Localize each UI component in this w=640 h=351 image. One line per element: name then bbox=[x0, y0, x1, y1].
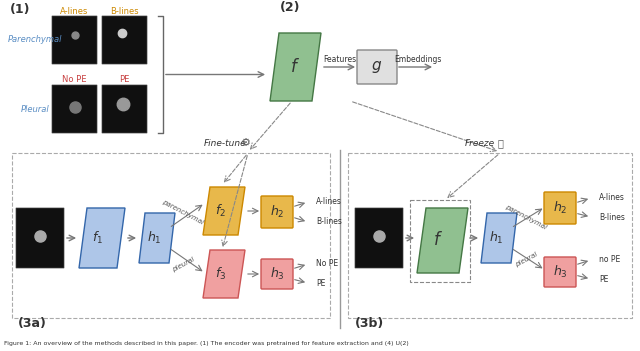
Text: pleural: pleural bbox=[514, 252, 538, 269]
Text: $g$: $g$ bbox=[371, 59, 383, 75]
Text: $h_3$: $h_3$ bbox=[269, 266, 284, 282]
Text: No PE: No PE bbox=[316, 259, 338, 269]
Text: $f_2$: $f_2$ bbox=[216, 203, 227, 219]
Text: PE: PE bbox=[119, 75, 130, 85]
Text: B-lines: B-lines bbox=[316, 218, 342, 226]
Text: no PE: no PE bbox=[599, 256, 620, 265]
Text: Parenchymal: Parenchymal bbox=[8, 35, 62, 45]
FancyBboxPatch shape bbox=[52, 85, 97, 133]
FancyBboxPatch shape bbox=[52, 16, 97, 64]
Text: Freeze: Freeze bbox=[465, 139, 495, 147]
Text: Features: Features bbox=[323, 55, 356, 65]
Polygon shape bbox=[203, 250, 245, 298]
Text: parenchymal: parenchymal bbox=[504, 204, 548, 231]
Polygon shape bbox=[203, 187, 245, 235]
FancyBboxPatch shape bbox=[16, 208, 64, 268]
Text: (3b): (3b) bbox=[355, 317, 384, 330]
Text: $h_3$: $h_3$ bbox=[552, 264, 568, 280]
Text: ⚙: ⚙ bbox=[241, 138, 251, 148]
FancyBboxPatch shape bbox=[357, 50, 397, 84]
Text: A-lines: A-lines bbox=[599, 193, 625, 203]
Text: (2): (2) bbox=[280, 1, 301, 14]
Text: $f_1$: $f_1$ bbox=[92, 230, 104, 246]
Text: (1): (1) bbox=[10, 4, 31, 16]
FancyBboxPatch shape bbox=[102, 16, 147, 64]
Polygon shape bbox=[79, 208, 125, 268]
Text: $f$: $f$ bbox=[290, 58, 300, 76]
Text: 🔒: 🔒 bbox=[497, 138, 503, 148]
Text: $f_3$: $f_3$ bbox=[216, 266, 227, 282]
Text: Pleural: Pleural bbox=[20, 105, 49, 113]
Polygon shape bbox=[417, 208, 468, 273]
Text: PE: PE bbox=[316, 278, 325, 287]
FancyBboxPatch shape bbox=[261, 259, 293, 289]
FancyBboxPatch shape bbox=[355, 208, 403, 268]
Text: PE: PE bbox=[599, 274, 609, 284]
Text: A-lines: A-lines bbox=[316, 198, 342, 206]
Text: $f$: $f$ bbox=[433, 231, 443, 249]
Text: $h_1$: $h_1$ bbox=[489, 230, 503, 246]
Text: Fine-tune: Fine-tune bbox=[204, 139, 246, 147]
Text: $h_2$: $h_2$ bbox=[269, 204, 284, 220]
Polygon shape bbox=[139, 213, 175, 263]
Text: B-lines: B-lines bbox=[110, 7, 139, 15]
Polygon shape bbox=[481, 213, 517, 263]
FancyBboxPatch shape bbox=[544, 257, 576, 287]
Polygon shape bbox=[270, 33, 321, 101]
Text: Figure 1: An overview of the methods described in this paper. (1) The encoder wa: Figure 1: An overview of the methods des… bbox=[4, 342, 409, 346]
Text: A-lines: A-lines bbox=[60, 7, 89, 15]
Text: $h_2$: $h_2$ bbox=[553, 200, 567, 216]
Text: parenchymal: parenchymal bbox=[161, 199, 205, 225]
FancyBboxPatch shape bbox=[102, 85, 147, 133]
Text: (3a): (3a) bbox=[18, 317, 47, 330]
Text: $h_1$: $h_1$ bbox=[147, 230, 161, 246]
Text: pleural: pleural bbox=[171, 257, 195, 273]
FancyBboxPatch shape bbox=[261, 196, 293, 228]
FancyBboxPatch shape bbox=[544, 192, 576, 224]
Text: B-lines: B-lines bbox=[599, 212, 625, 221]
Text: Embeddings: Embeddings bbox=[394, 55, 442, 65]
Text: No PE: No PE bbox=[62, 75, 87, 85]
